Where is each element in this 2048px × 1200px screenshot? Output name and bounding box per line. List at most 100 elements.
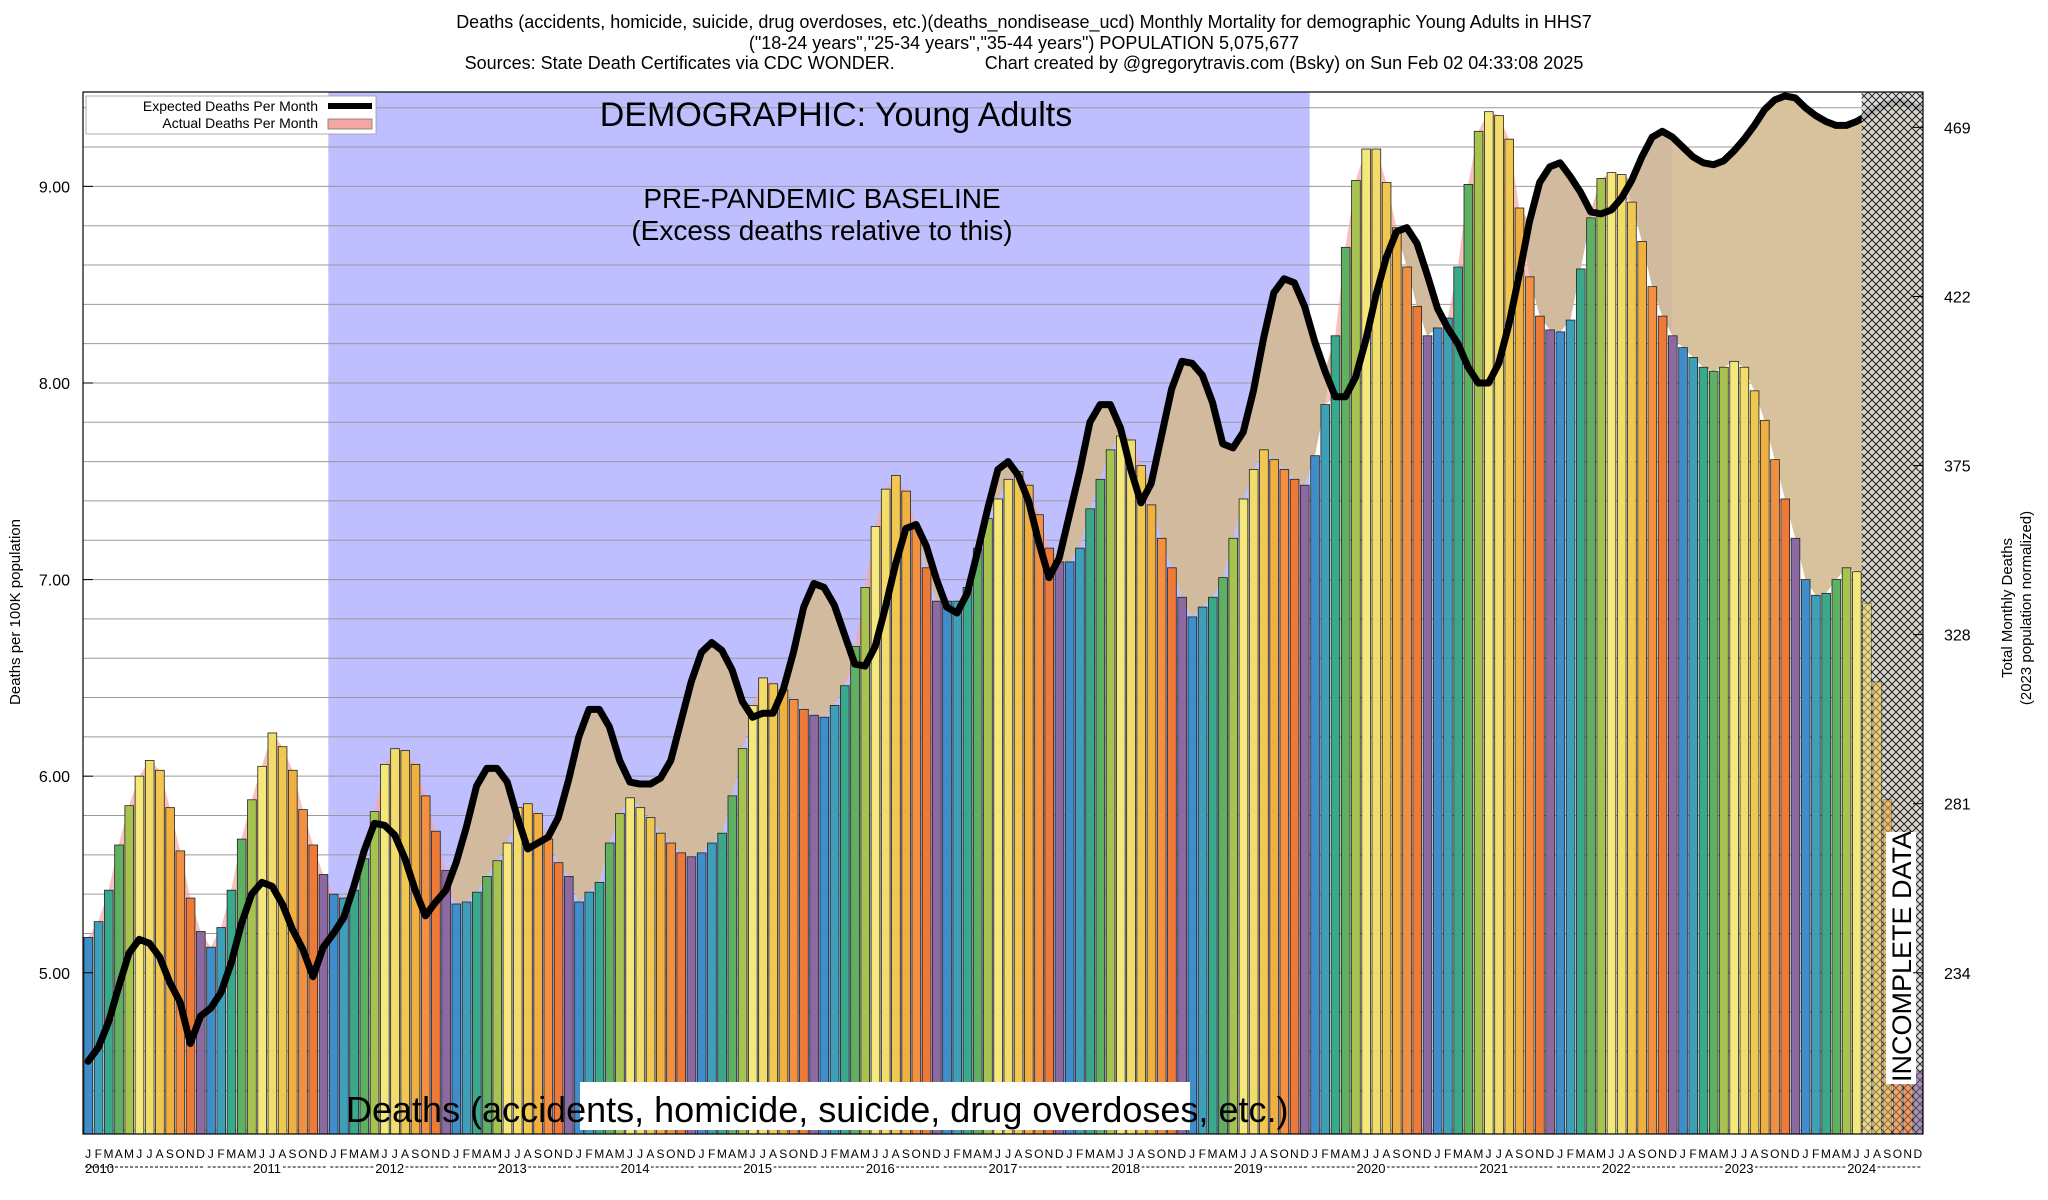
month-label: F [831, 1147, 838, 1161]
bar-2024-4 [1831, 579, 1842, 1134]
year-label-bg [987, 1160, 1019, 1176]
month-label: F [1689, 1147, 1696, 1161]
bar-2013-6 [502, 842, 513, 1134]
month-label: J [1005, 1147, 1011, 1161]
bar-2011-1 [206, 946, 216, 1134]
month-label: A [892, 1147, 900, 1161]
month-label: D [687, 1147, 696, 1161]
month-label: O [175, 1147, 184, 1161]
month-label: N [677, 1147, 686, 1161]
bar-2023-6 [1729, 360, 1739, 1134]
bar-2018-12 [1177, 596, 1187, 1134]
month-label: A [1014, 1147, 1022, 1161]
month-label: O [911, 1147, 920, 1161]
month-label: M [247, 1147, 257, 1161]
month-label: J [1128, 1147, 1134, 1161]
y2-tick-label: 422 [1944, 289, 1971, 306]
cause-label-bg [580, 1082, 1190, 1130]
month-label: S [1761, 1147, 1769, 1161]
month-label: J [1496, 1147, 1502, 1161]
bar-2012-7 [390, 748, 400, 1134]
bar-2015-6 [748, 705, 758, 1134]
year-label-bg [864, 1160, 897, 1176]
month-label: J [576, 1147, 582, 1161]
month-label: J [1741, 1147, 1747, 1161]
month-label: M [1841, 1147, 1851, 1161]
month-label: F [1076, 1147, 1083, 1161]
bar-2019-4 [1218, 577, 1228, 1134]
y2-axis-label: Total Monthly Deaths [1999, 538, 2016, 678]
bar-2014-6 [625, 797, 635, 1134]
month-label: S [1638, 1147, 1646, 1161]
month-label: A [1873, 1147, 1881, 1161]
bar-2020-2 [1320, 404, 1331, 1134]
month-label: J [330, 1147, 336, 1161]
month-label: M [104, 1147, 114, 1161]
y2-tick-label: 234 [1944, 966, 1971, 983]
year-label: 2013 [498, 1161, 527, 1176]
month-label: O [789, 1147, 798, 1161]
bar-incomplete [1872, 681, 1882, 1135]
month-label: M [1105, 1147, 1115, 1161]
bar-2022-9 [1637, 241, 1647, 1134]
demographic-label: DEMOGRAPHIC: Young Adults [600, 96, 1072, 134]
month-label: A [1219, 1147, 1227, 1161]
month-label: D [1914, 1147, 1923, 1161]
month-label: N [1781, 1147, 1790, 1161]
bar-2017-3 [962, 587, 973, 1134]
bar-2018-6 [1116, 435, 1126, 1134]
bar-2015-3 [717, 832, 727, 1134]
bar-2018-10 [1156, 537, 1167, 1134]
month-label: M [1351, 1147, 1361, 1161]
bar-2015-7 [758, 677, 768, 1134]
y2-tick-label: 375 [1944, 459, 1971, 476]
month-label: F [585, 1147, 592, 1161]
month-label: O [1279, 1147, 1288, 1161]
year-label: 2020 [1357, 1161, 1386, 1176]
bar-2010-6 [134, 775, 145, 1134]
y2-tick-label: 281 [1944, 797, 1971, 814]
bar-2018-1 [1064, 561, 1075, 1134]
bar-2020-8 [1381, 182, 1392, 1134]
month-label: J [1731, 1147, 1737, 1161]
bar-2023-8 [1749, 390, 1760, 1134]
month-label: S [534, 1147, 542, 1161]
bar-2014-2 [584, 891, 595, 1134]
month-label: D [1178, 1147, 1187, 1161]
month-label: F [463, 1147, 470, 1161]
month-label: A [278, 1147, 286, 1161]
bar-2020-6 [1361, 148, 1371, 1134]
month-label: J [269, 1147, 275, 1161]
year-label-bg [1232, 1160, 1265, 1176]
bar-2010-1 [83, 936, 94, 1134]
month-label: N [1903, 1147, 1912, 1161]
bar-incomplete [1862, 602, 1872, 1135]
year-label-bg [1109, 1160, 1142, 1176]
bar-2015-9 [778, 689, 789, 1134]
month-label: D [1791, 1147, 1800, 1161]
bar-2018-2 [1075, 547, 1085, 1134]
month-label: D [1668, 1147, 1677, 1161]
year-label: 2023 [1725, 1161, 1754, 1176]
bar-2019-8 [1259, 449, 1269, 1134]
bar-2019-6 [1238, 498, 1249, 1134]
bar-2016-9 [901, 490, 911, 1134]
month-label: N [431, 1147, 440, 1161]
year-label: 2022 [1602, 1161, 1631, 1176]
bar-2021-9 [1514, 207, 1525, 1134]
year-label-bg [1355, 1160, 1387, 1176]
bar-2022-8 [1627, 201, 1637, 1134]
month-label: N [1413, 1147, 1422, 1161]
year-label-bg [1600, 1160, 1633, 1176]
bar-2016-1 [819, 716, 830, 1134]
year-label: 2018 [1111, 1161, 1140, 1176]
year-label: 2019 [1234, 1161, 1263, 1176]
credit-text: Chart created by @gregorytravis.com (Bsk… [984, 53, 1584, 73]
bar-2017-7 [1003, 478, 1014, 1134]
month-label: D [319, 1147, 328, 1161]
y-axis-label: Deaths per 100K population [7, 519, 24, 705]
bar-2017-10 [1034, 514, 1044, 1134]
baseline-sublabel: (Excess deaths relative to this) [631, 215, 1012, 246]
bar-2018-8 [1136, 465, 1147, 1134]
month-label: A [1709, 1147, 1717, 1161]
